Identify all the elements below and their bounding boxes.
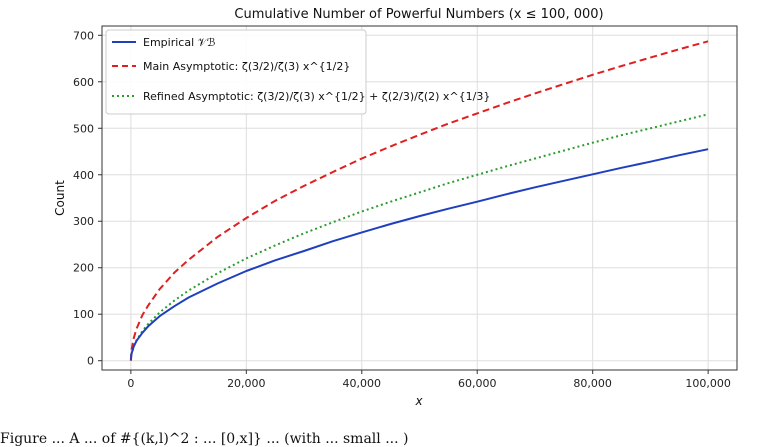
figure-caption: Figure ... A ... of #{(k,l)^2 : ... [0,x… xyxy=(0,431,409,447)
y-tick-label: 600 xyxy=(73,76,94,89)
y-tick-label: 700 xyxy=(73,29,94,42)
series-refined-asymptotic xyxy=(129,113,709,361)
legend-label-refined-asymptotic: Refined Asymptotic: ζ(3/2)/ζ(3) x^{1/2} … xyxy=(143,90,490,103)
x-tick-label: 60,000 xyxy=(458,377,497,390)
x-axis-label: x xyxy=(414,394,423,408)
legend: Empirical 𝒱ℬ Main Asymptotic: ζ(3/2)/ζ(3… xyxy=(105,29,490,115)
x-tick-label: 80,000 xyxy=(573,377,612,390)
series-empirical xyxy=(129,148,709,361)
x-axis-ticks: 0 20,000 40,000 60,000 80,000 100,000 xyxy=(127,370,731,390)
y-tick-label: 500 xyxy=(73,122,94,135)
y-tick-label: 300 xyxy=(73,215,94,228)
series-main-asymptotic xyxy=(129,40,709,361)
y-tick-label: 100 xyxy=(73,308,94,321)
series-layer xyxy=(129,40,709,361)
chart: Cumulative Number of Powerful Numbers (x… xyxy=(53,7,738,408)
y-axis-ticks: 0 100 200 300 400 500 600 700 xyxy=(73,29,102,368)
y-tick-label: 0 xyxy=(87,355,94,368)
y-tick-label: 200 xyxy=(73,262,94,275)
legend-label-empirical: Empirical 𝒱ℬ xyxy=(143,36,216,49)
x-tick-label: 0 xyxy=(127,377,134,390)
legend-label-main-asymptotic: Main Asymptotic: ζ(3/2)/ζ(3) x^{1/2} xyxy=(143,60,350,73)
chart-title: Cumulative Number of Powerful Numbers (x… xyxy=(234,7,603,22)
x-tick-label: 20,000 xyxy=(227,377,266,390)
y-tick-label: 400 xyxy=(73,169,94,182)
x-tick-label: 40,000 xyxy=(343,377,382,390)
y-axis-label: Count xyxy=(53,180,67,216)
plot-frame xyxy=(101,25,738,371)
x-tick-label: 100,000 xyxy=(685,377,731,390)
legend-box xyxy=(105,29,367,115)
